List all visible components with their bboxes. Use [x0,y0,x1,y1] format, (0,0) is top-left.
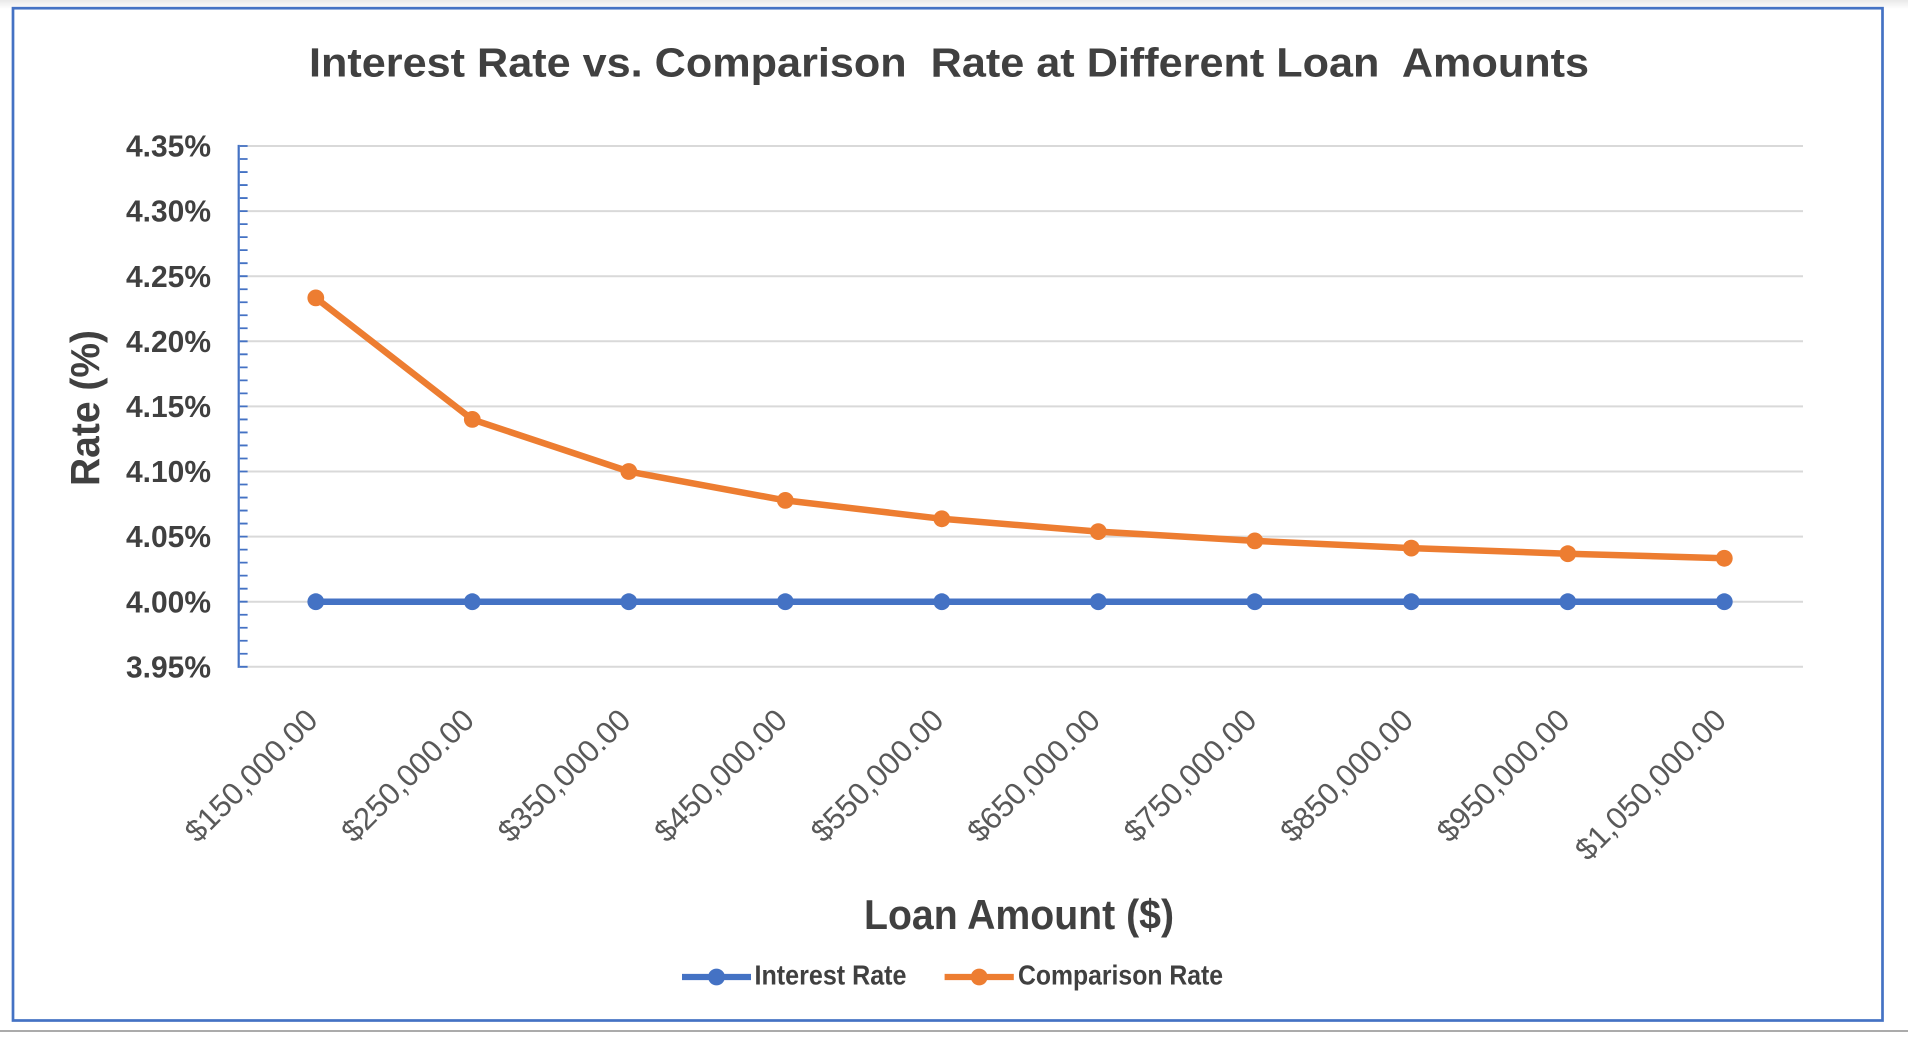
svg-text:4.00%: 4.00% [126,584,211,619]
svg-text:Interest Rate vs. Comparison: Interest Rate vs. Comparison Rate at Dif… [309,40,1589,86]
svg-text:Interest Rate: Interest Rate [755,959,907,990]
svg-text:4.25%: 4.25% [126,259,211,294]
svg-text:4.20%: 4.20% [126,324,211,359]
svg-text:3.95%: 3.95% [126,649,211,684]
svg-text:4.10%: 4.10% [126,454,211,489]
svg-text:Comparison Rate: Comparison Rate [1018,959,1223,990]
svg-text:4.35%: 4.35% [126,129,211,164]
svg-text:4.05%: 4.05% [126,519,211,554]
svg-text:Loan Amount ($): Loan Amount ($) [864,891,1174,938]
svg-text:Rate (%): Rate (%) [62,330,108,486]
svg-text:4.30%: 4.30% [126,194,211,229]
svg-text:4.15%: 4.15% [126,389,211,424]
